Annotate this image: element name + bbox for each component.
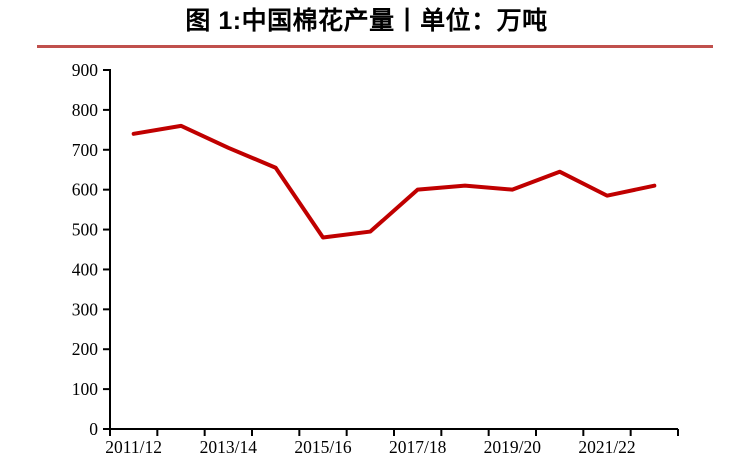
y-tick-label: 700 bbox=[72, 140, 99, 160]
x-tick-label: 2021/22 bbox=[578, 437, 635, 457]
x-tick-label: 2017/18 bbox=[389, 437, 447, 457]
chart-title: 图 1:中国棉花产量丨单位：万吨 bbox=[185, 7, 548, 35]
production-series-line bbox=[131, 123, 657, 240]
y-tick-label: 100 bbox=[72, 379, 99, 399]
y-tick-label: 600 bbox=[72, 180, 99, 200]
x-tick-label: 2011/12 bbox=[105, 437, 162, 457]
x-tick-label: 2019/20 bbox=[484, 437, 542, 457]
axes-lines bbox=[109, 69, 678, 430]
y-tick-label: 500 bbox=[72, 220, 99, 240]
y-tick-label: 900 bbox=[72, 60, 99, 80]
x-tick-label: 2013/14 bbox=[200, 437, 258, 457]
x-tick-label: 2015/16 bbox=[294, 437, 352, 457]
title-underline-rule bbox=[37, 45, 713, 48]
y-tick-label: 300 bbox=[72, 299, 99, 319]
y-tick-label: 200 bbox=[72, 339, 99, 359]
y-tick-label: 400 bbox=[72, 259, 99, 279]
y-tick-label: 800 bbox=[72, 100, 99, 120]
y-tick-label: 0 bbox=[89, 419, 98, 439]
